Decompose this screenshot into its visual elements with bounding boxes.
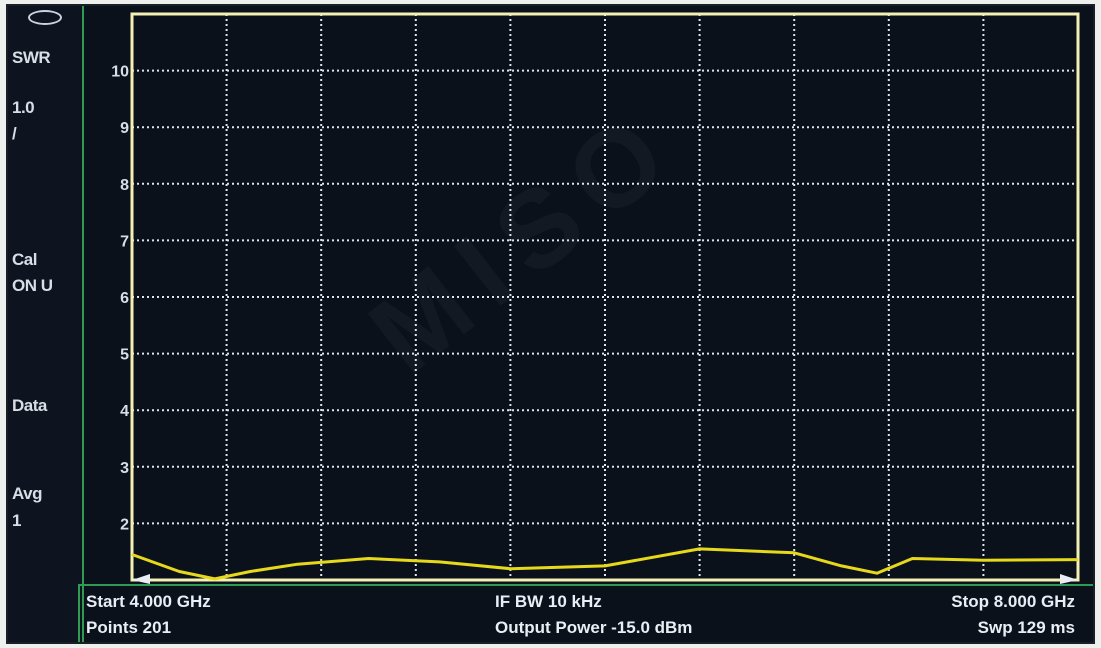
avg-label: Avg bbox=[12, 484, 43, 503]
start-frequency: Start 4.000 GHz bbox=[86, 592, 211, 611]
swr-trace bbox=[131, 547, 1079, 581]
points-count: Points 201 bbox=[86, 618, 172, 637]
if-bandwidth: IF BW 10 kHz bbox=[495, 592, 602, 611]
status-footer: Start 4.000 GHz Points 201 IF BW 10 kHz … bbox=[78, 584, 1093, 642]
y-tick-label: 10 bbox=[111, 64, 129, 81]
trace-oval-icon bbox=[28, 10, 62, 25]
data-label: Data bbox=[12, 396, 47, 415]
plot-frame bbox=[130, 12, 1080, 582]
y-tick-label: 7 bbox=[120, 233, 129, 250]
y-tick-label: 8 bbox=[120, 177, 129, 194]
sweep-time: Swp 129 ms bbox=[977, 618, 1075, 637]
cal-status-label: ON U bbox=[12, 276, 53, 295]
analyzer-screen: SWR 1.0 / Cal ON U Data Avg 1 MISO 23456… bbox=[6, 4, 1095, 644]
y-tick-label: 9 bbox=[120, 120, 129, 137]
cal-label: Cal bbox=[12, 250, 37, 269]
left-status-panel: SWR 1.0 / Cal ON U Data Avg 1 bbox=[8, 6, 84, 642]
stop-frequency: Stop 8.000 GHz bbox=[951, 592, 1075, 611]
y-tick-label: 3 bbox=[120, 460, 129, 477]
y-tick-label: 6 bbox=[120, 290, 129, 307]
y-tick-label: 4 bbox=[120, 403, 129, 420]
swr-plot: 2 3 4 5 6 7 8 9 10 bbox=[111, 12, 1080, 584]
scale-per-div-label: / bbox=[12, 124, 17, 143]
format-label: SWR bbox=[12, 48, 51, 67]
avg-value: 1 bbox=[12, 511, 21, 530]
start-marker-icon bbox=[132, 574, 150, 584]
scale-label: 1.0 bbox=[12, 98, 35, 117]
stop-marker-icon bbox=[1060, 574, 1078, 584]
y-tick-label: 2 bbox=[120, 516, 129, 533]
output-power: Output Power -15.0 dBm bbox=[495, 618, 693, 637]
y-tick-label: 5 bbox=[120, 347, 129, 364]
